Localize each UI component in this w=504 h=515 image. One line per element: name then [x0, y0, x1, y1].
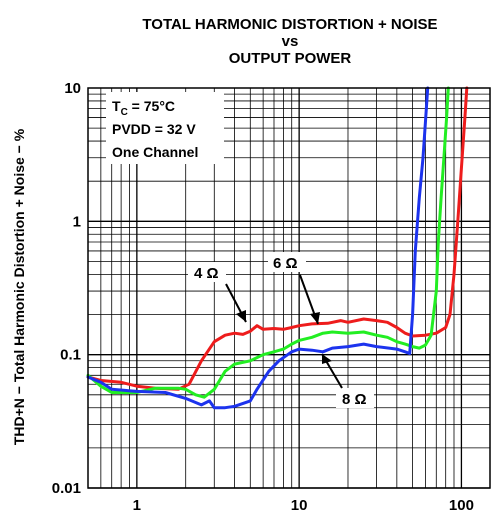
label-6ohm: 6 Ω — [273, 255, 298, 272]
condition-channel: One Channel — [112, 144, 198, 160]
x-tick-label: 100 — [449, 497, 474, 514]
y-tick-label: 0.1 — [60, 347, 81, 364]
x-tick-label: 1 — [133, 497, 141, 514]
series-group — [86, 86, 469, 410]
x-tick-label: 10 — [291, 497, 308, 514]
condition-tc: TC = 75°C — [112, 98, 175, 118]
label-6ohm-bg — [268, 252, 306, 272]
y-tick-label: 10 — [64, 80, 81, 97]
label-8ohm: 8 Ω — [342, 391, 367, 408]
series-line-2 — [86, 86, 430, 410]
label-4ohm-bg — [188, 262, 226, 282]
arrowhead-4ohm — [236, 310, 246, 322]
label-4ohm: 4 Ω — [194, 265, 219, 282]
annotations: 4 Ω 6 Ω 8 Ω — [188, 252, 374, 408]
y-tick-label: 0.01 — [52, 480, 81, 497]
y-axis-label: THD+N − Total Harmonic Distortion + Nois… — [11, 128, 27, 445]
tick-labels: 1 10 100 10 1 0.1 0.01 — [52, 80, 474, 514]
arrowhead-6ohm — [310, 312, 320, 324]
condition-pvdd: PVDD = 32 V — [112, 121, 196, 137]
y-tick-label: 1 — [73, 213, 81, 230]
chart-title-line-1: TOTAL HARMONIC DISTORTION + NOISE — [142, 16, 437, 33]
chart-title-line-2: vs — [282, 33, 299, 50]
chart-title-line-3: OUTPUT POWER — [229, 50, 352, 67]
plot-frame — [87, 87, 491, 489]
conditions-box — [106, 92, 224, 164]
label-8ohm-bg — [336, 388, 374, 408]
series-line-0 — [86, 86, 469, 391]
series-line-1 — [86, 86, 450, 399]
arrowhead-8ohm — [322, 354, 332, 364]
